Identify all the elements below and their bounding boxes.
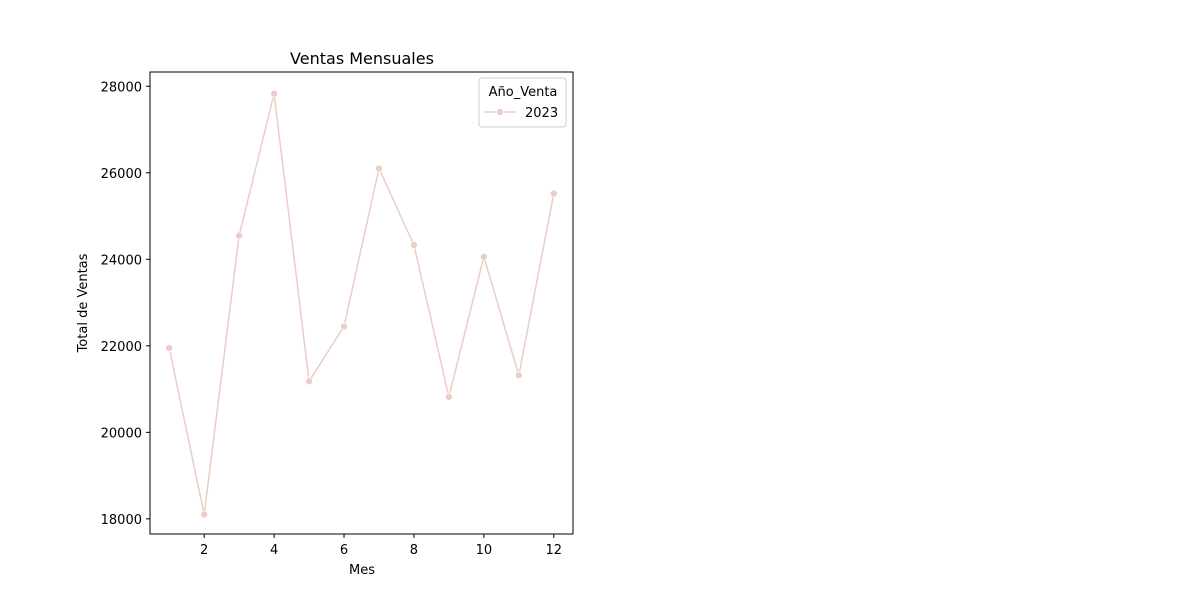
y-axis-label: Total de Ventas xyxy=(76,253,91,353)
series-layer xyxy=(165,89,558,519)
y-tick-label: 26000 xyxy=(101,167,142,182)
y-tick-label: 22000 xyxy=(101,340,142,355)
plot-area-frame xyxy=(149,71,574,535)
x-tick-label: 4 xyxy=(270,543,278,558)
data-point xyxy=(549,189,558,198)
x-axis: 2 4 6 8 10 12 xyxy=(200,534,562,558)
y-axis: 18000 20000 22000 24000 26000 28000 xyxy=(101,80,150,528)
x-axis-label: Mes xyxy=(349,563,375,578)
x-tick-label: 10 xyxy=(476,543,493,558)
y-tick-label: 24000 xyxy=(101,253,142,268)
x-tick-label: 6 xyxy=(340,543,348,558)
data-point xyxy=(410,241,418,249)
data-point xyxy=(270,89,278,98)
x-tick-label: 12 xyxy=(545,543,562,558)
data-point xyxy=(340,322,348,331)
legend: Año_Venta 2023 xyxy=(478,77,567,128)
data-point xyxy=(165,344,174,352)
y-tick-label: 20000 xyxy=(101,426,142,441)
data-point xyxy=(305,377,313,386)
data-point xyxy=(200,510,209,519)
legend-title: Año_Venta xyxy=(489,85,558,100)
x-tick-label: 2 xyxy=(200,543,208,558)
data-point xyxy=(514,371,523,380)
data-point xyxy=(235,231,243,240)
x-tick-label: 8 xyxy=(410,543,418,558)
series-line xyxy=(168,93,555,515)
legend-series-label: 2023 xyxy=(525,106,558,121)
data-point xyxy=(480,252,488,261)
legend-swatch-marker xyxy=(496,108,504,116)
y-tick-label: 18000 xyxy=(101,513,142,528)
data-point xyxy=(375,164,383,173)
y-tick-label: 28000 xyxy=(101,80,142,95)
data-point xyxy=(445,393,453,401)
chart-title: Ventas Mensuales xyxy=(290,49,434,68)
